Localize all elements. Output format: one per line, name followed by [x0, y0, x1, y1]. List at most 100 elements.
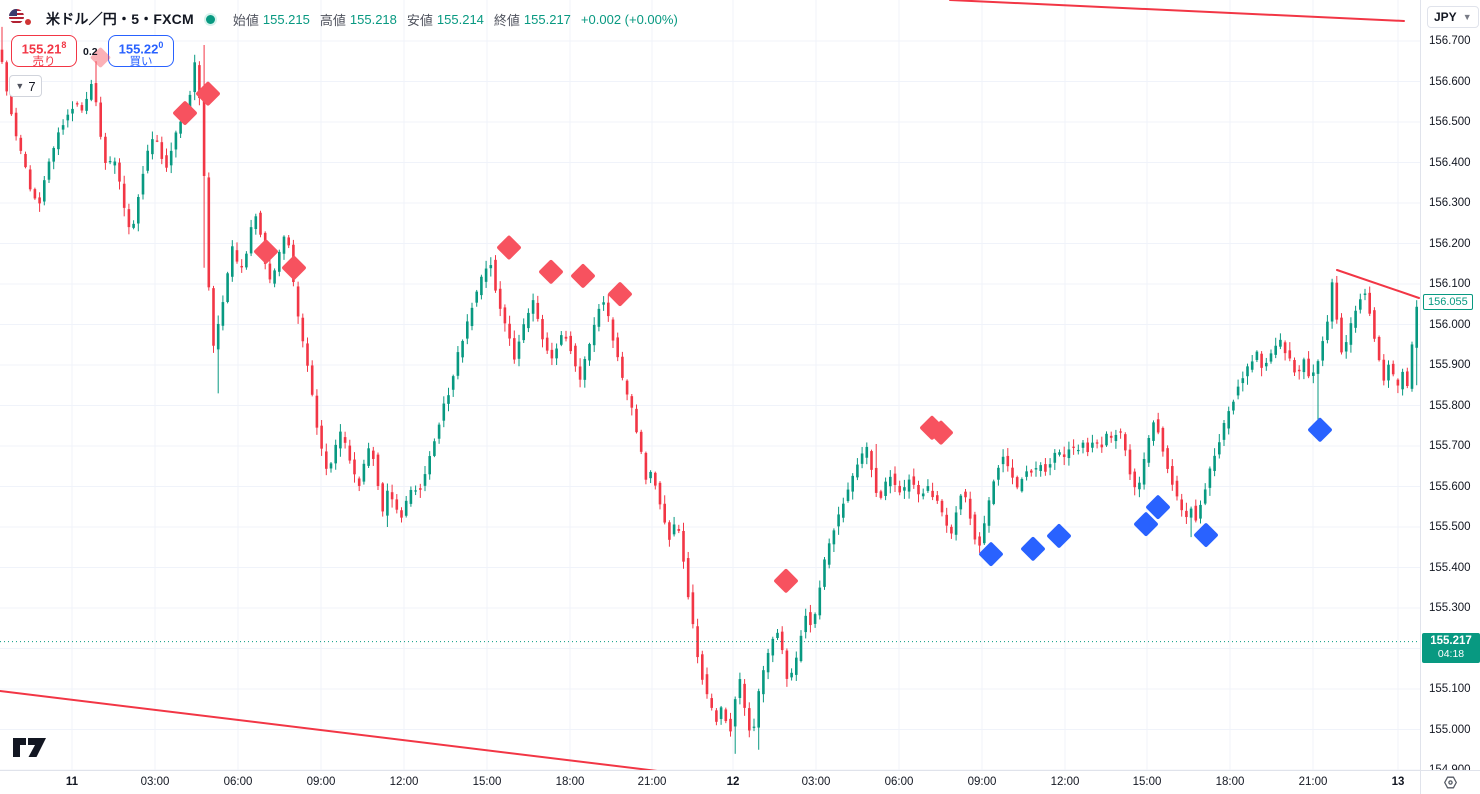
candle-body: [682, 530, 685, 562]
candle-body: [560, 335, 563, 345]
candle-body: [1359, 299, 1362, 310]
current-price-badge: 155.217 04:18: [1422, 632, 1480, 663]
candle-body: [320, 425, 323, 449]
candle-body: [1133, 471, 1136, 488]
candle-body: [484, 268, 488, 282]
candle-body: [954, 512, 958, 535]
candle-body: [837, 514, 840, 527]
candle-body: [433, 441, 436, 456]
candle-body: [414, 490, 417, 492]
candle-body: [1138, 482, 1141, 490]
sell-signal-diamond-icon: [929, 420, 953, 445]
currency-selector[interactable]: JPY ▼: [1427, 6, 1479, 28]
price-axis[interactable]: JPY ▼ 156.700 156.600 156.500 156.400 156.30…: [1420, 0, 1480, 776]
price-axis-label: 155.100: [1429, 683, 1471, 695]
candle-body: [1344, 342, 1348, 352]
gear-icon[interactable]: [1443, 775, 1458, 790]
time-axis-label: 09:00: [306, 776, 336, 788]
candle-body: [1241, 378, 1245, 384]
price-axis-label: 155.700: [1429, 440, 1471, 452]
candle-body: [1142, 458, 1146, 485]
candle-body: [1222, 422, 1226, 440]
tradingview-logo[interactable]: [13, 738, 47, 758]
candle-body: [738, 679, 742, 698]
candle-body: [33, 189, 37, 199]
candle-body: [395, 499, 399, 510]
candle-body: [644, 452, 648, 480]
candle-body: [1180, 499, 1183, 511]
candle-body: [1335, 282, 1339, 320]
candle-body: [639, 431, 643, 452]
candle-body: [630, 396, 634, 408]
candle-body: [503, 307, 507, 324]
candle-body: [423, 474, 427, 486]
candle-body: [198, 65, 201, 99]
candle-body: [1316, 361, 1320, 374]
candle-body: [522, 324, 525, 341]
price-axis-label: 156.600: [1429, 75, 1471, 88]
sell-signal-diamond-icon: [539, 259, 563, 284]
candle-body: [259, 212, 262, 235]
candle-body: [480, 276, 483, 296]
candle-body: [513, 338, 516, 360]
candle-body: [461, 340, 464, 358]
buy-signal-diamond-icon: [1308, 417, 1332, 442]
candle-body: [1048, 464, 1052, 468]
candle-body: [1236, 386, 1240, 396]
price-axis-label: 155.400: [1429, 561, 1471, 574]
time-axis-label: 12: [726, 776, 740, 788]
candle-body: [94, 83, 98, 103]
time-axis-label: 13: [1391, 776, 1405, 788]
buy-signal-diamond-icon: [979, 542, 1003, 567]
candle-body: [207, 177, 211, 288]
candle-body: [226, 273, 229, 302]
trendline: [949, 0, 1405, 22]
low-value: 155.214: [436, 11, 484, 27]
sell-signal-diamond-icon: [254, 239, 278, 264]
candle-body: [1382, 359, 1386, 381]
alert-price-label: 156.055: [1423, 294, 1473, 311]
candle-body: [691, 592, 695, 625]
symbol-header: 米ドル／円・5・FXCM 始値 155.215 高値 155.218 安値 15…: [8, 7, 678, 31]
candle-body: [555, 348, 558, 359]
chart-pane[interactable]: [0, 0, 1420, 770]
candle-body: [1387, 364, 1390, 381]
sell-button[interactable]: 155.218 売り: [11, 35, 77, 68]
candle-body: [329, 463, 333, 469]
candle-body: [1227, 411, 1230, 429]
candle-body: [498, 288, 502, 309]
candle-body: [137, 197, 140, 224]
candle-body: [752, 726, 756, 728]
candle-body: [254, 216, 258, 229]
candle-body: [1175, 480, 1179, 497]
time-axis[interactable]: 11 03:00 06:00 09:00 12:00 15:00 18:00 21:00 12 0…: [0, 770, 1420, 794]
candle-body: [827, 543, 831, 565]
candle-body: [1086, 442, 1089, 453]
candle-body: [466, 321, 469, 339]
buy-button[interactable]: 155.220 買い: [108, 35, 174, 68]
candle-body: [155, 140, 159, 142]
candle-body: [987, 500, 991, 526]
candle-body: [1283, 342, 1287, 354]
time-axis-label: 09:00: [967, 776, 997, 788]
axis-settings-corner[interactable]: [1420, 770, 1480, 794]
candle-body: [907, 479, 911, 492]
close-label: 終値: [493, 12, 520, 28]
candle-body: [1156, 419, 1160, 433]
candle-body: [517, 341, 521, 359]
drawings-dropdown[interactable]: ▼ 7: [9, 75, 42, 97]
candle-body: [790, 672, 793, 678]
time-axis-label: 06:00: [223, 776, 253, 788]
time-axis-label: 21:00: [637, 776, 667, 788]
price-axis-label: 156.200: [1429, 237, 1471, 250]
candle-body: [113, 161, 117, 166]
candle-body: [926, 486, 930, 491]
candle-body: [1044, 464, 1047, 472]
candle-body: [268, 263, 272, 280]
candle-body: [169, 150, 173, 166]
candlestick-chart: [0, 0, 1420, 770]
candle-body: [550, 349, 554, 359]
candle-body: [372, 450, 375, 459]
trendline: [1336, 269, 1420, 299]
symbol-title[interactable]: 米ドル／円・5・FXCM: [46, 11, 194, 27]
